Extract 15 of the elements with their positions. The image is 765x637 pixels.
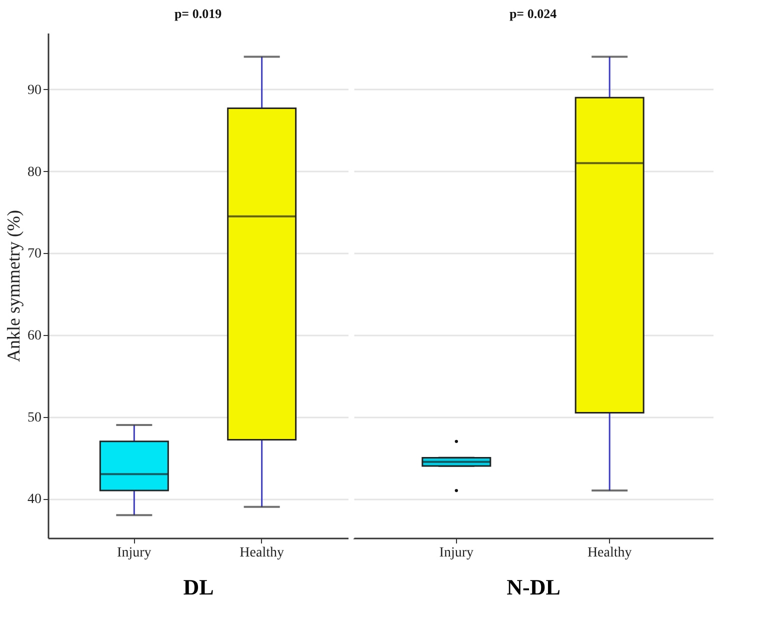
x-axis-title: DL (183, 574, 214, 600)
y-axis-title: Ankle symmetry (%) (4, 210, 24, 362)
y-tick-label: 80 (28, 164, 42, 180)
x-tick-label: Healthy (240, 546, 284, 560)
text: p= 0.024 (509, 6, 558, 21)
y-tick-label: 60 (28, 328, 42, 344)
y-tick-label: 70 (28, 246, 42, 262)
x-axis-title: N-DL (506, 574, 560, 600)
y-tick-label: 50 (28, 410, 42, 426)
x-tick-label: Injury (117, 546, 152, 560)
y-tick-label: 90 (28, 82, 42, 98)
y-tick-label: 40 (28, 492, 42, 508)
text: p= 0.019 (174, 6, 222, 21)
x-tick-label: Healthy (587, 546, 632, 560)
x-tick-label: Injury (439, 546, 474, 560)
